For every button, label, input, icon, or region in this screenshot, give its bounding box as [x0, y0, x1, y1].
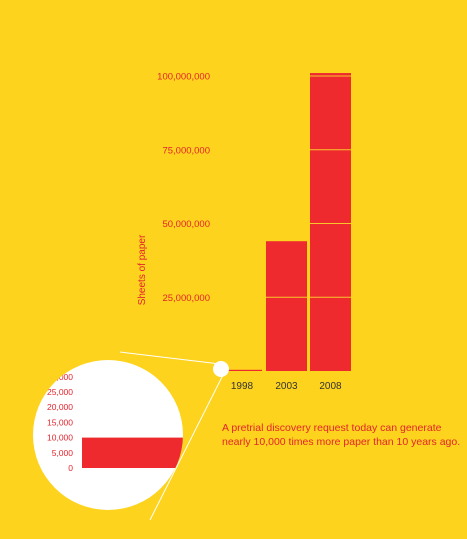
x-tick-label: 2008 [319, 381, 342, 392]
bar-2008 [310, 73, 351, 372]
y-tick-label: 75,000,000 [162, 145, 210, 156]
bar-2003 [266, 241, 307, 371]
zoom-y-tick-label: 25,000 [47, 387, 73, 397]
y-axis-label: Sheets of paper [137, 234, 148, 305]
x-tick-label: 2003 [275, 381, 298, 392]
x-tick-labels: 1998 2003 2008 [231, 381, 342, 392]
zoom-y-tick-label: 30,000 [47, 372, 73, 382]
zoom-magnifier-circle [33, 360, 183, 510]
zoom-y-tick-label: 10,000 [47, 433, 73, 443]
main-bar-chart: Sheets of paper 100,000,000 75,000,000 50,… [137, 72, 351, 392]
zoom-y-tick-label: 15,000 [47, 417, 73, 427]
y-tick-label: 100,000,000 [157, 72, 210, 83]
zoom-y-tick-label: 40,000 [47, 341, 73, 351]
caption-line-1: A pretrial discovery request today can g… [222, 422, 442, 434]
zoom-bars [82, 437, 183, 468]
y-tick-label: 25,000,000 [162, 293, 210, 304]
zoom-y-tick-label: 0 [68, 463, 73, 473]
y-tick-label: 50,000,000 [162, 219, 210, 230]
zoom-y-tick-label: 5,000 [52, 448, 74, 458]
zoom-y-tick-label: 20,000 [47, 402, 73, 412]
zoom-y-tick-labels: 0 5,000 10,000 15,000 20,000 25,000 30,000 35,0… [47, 341, 74, 473]
callout-line-top [119, 351, 221, 365]
x-tick-label: 1998 [231, 381, 254, 392]
bars [222, 73, 351, 372]
caption: A pretrial discovery request today can g… [222, 421, 462, 449]
zoom-source-circle [213, 361, 229, 377]
zoom-bar-1998 [82, 437, 183, 468]
callout-line-bottom [149, 372, 225, 521]
caption-line-2: nearly 10,000 times more paper than 10 y… [222, 436, 461, 448]
zoom-callout: 0 5,000 10,000 15,000 20,000 25,000 30,000 35,0… [33, 341, 229, 521]
y-tick-labels: 100,000,000 75,000,000 50,000,000 25,000,00… [157, 72, 210, 304]
bar-1998 [222, 369, 262, 371]
zoom-y-tick-label: 35,000 [47, 357, 73, 367]
